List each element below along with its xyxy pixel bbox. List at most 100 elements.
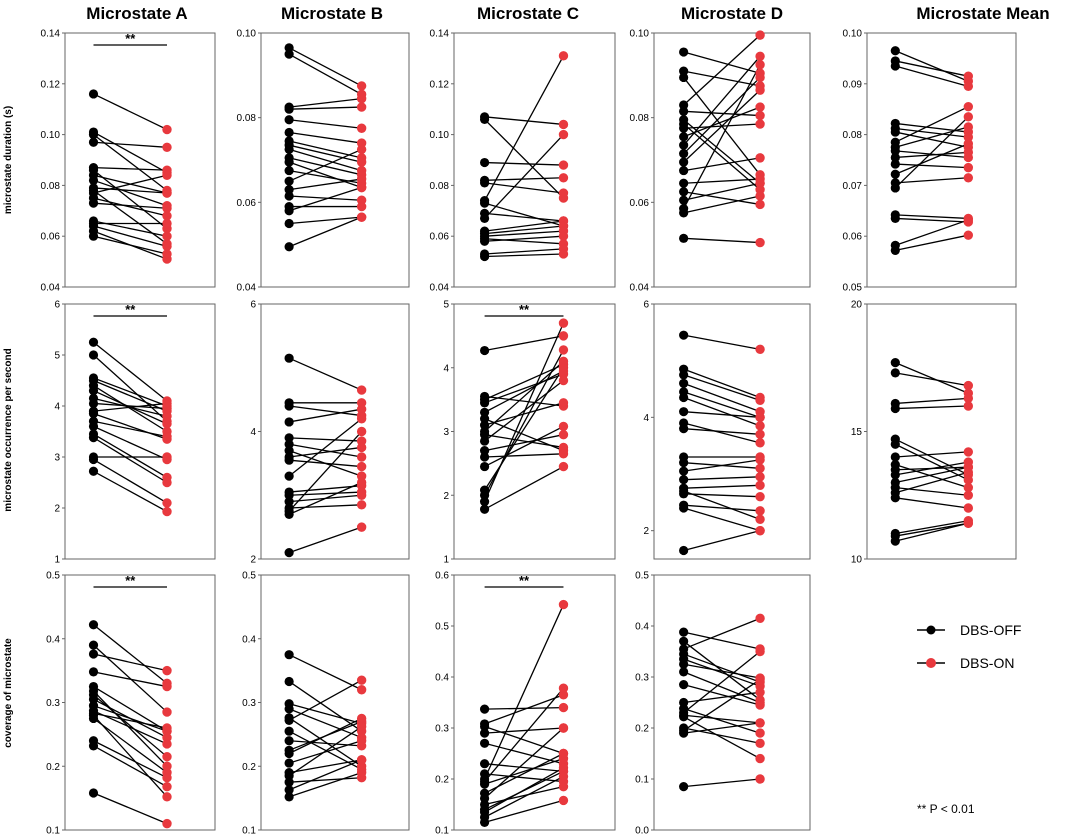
point-dbs-off [284,104,294,114]
pair-line [683,658,761,687]
point-dbs-off [890,358,900,368]
ylabel-duration: microstate duration (s) [3,106,14,214]
pair-line [288,186,362,212]
point-dbs-on [755,455,765,465]
y-tick-label: 0.2 [46,762,60,773]
point-dbs-on [755,514,765,525]
pair-line [683,716,761,760]
point-dbs-off [679,132,689,142]
point-dbs-on [963,401,974,411]
point-dbs-off [88,398,99,409]
point-dbs-off [679,157,689,167]
pair-line [683,70,761,87]
pair-line [289,491,362,496]
point-dbs-on [558,188,569,198]
pair-line [93,187,168,194]
pair-line [288,148,362,182]
point-dbs-off [479,779,490,789]
point-dbs-off [88,89,99,99]
point-dbs-off [284,748,294,759]
pair-line [683,51,761,74]
point-dbs-on [162,188,172,198]
ylabel-occurrence: microstate occurrence per second [3,348,14,511]
pair-line [895,65,969,87]
pair-line [93,624,168,684]
pair-line [683,34,761,106]
y-tick-label: 4 [54,402,60,413]
point-dbs-off [284,785,294,795]
panel-frame [453,303,616,560]
pair-line [484,363,564,401]
point-dbs-off [679,187,689,197]
pair-line [484,370,564,413]
point-dbs-off [284,446,294,456]
pair-line [683,422,761,444]
point-dbs-off [679,47,689,57]
pair-line [683,476,761,481]
y-tick-label: 0.3 [46,698,60,709]
point-dbs-off [479,704,490,714]
point-dbs-off [890,159,900,169]
pair-line [93,425,168,461]
point-dbs-on [356,755,367,765]
point-dbs-off [88,386,99,396]
point-dbs-off [679,458,689,468]
y-tick-label: 2 [250,555,256,566]
pair-line [93,653,168,672]
point-dbs-off [88,466,99,476]
pair-line [484,220,564,232]
pair-line [288,730,362,771]
panel-r0-c1: 0.04 0.06 0.08 0.10 [237,29,410,294]
pair-line [93,169,168,230]
point-dbs-on [558,231,569,241]
point-dbs-off [679,100,689,110]
pair-line [288,53,362,95]
point-dbs-off [679,378,689,388]
pair-line [289,216,362,225]
pair-line [895,451,969,458]
y-tick-label: 0.5 [635,571,649,582]
point-dbs-off [679,106,689,116]
point-dbs-off [88,620,99,630]
pair-line [484,425,564,468]
point-dbs-off [284,455,294,465]
significance-marker: ** [125,302,136,317]
pair-line [484,694,564,725]
point-dbs-on [558,173,569,183]
point-dbs-on [963,112,974,122]
point-dbs-off [679,680,689,690]
pair-line [484,687,564,782]
point-dbs-on [558,119,569,130]
pair-line [683,484,761,489]
point-dbs-on [356,500,367,510]
y-tick-label: 0.3 [435,724,449,735]
point-dbs-on [356,144,367,155]
point-dbs-off [479,504,490,514]
pair-line [895,362,969,394]
point-dbs-off [479,452,490,462]
y-tick-label: 2 [443,491,449,502]
pair-line [895,151,969,159]
significance-marker: ** [125,573,136,588]
y-tick-label: 0.09 [843,79,863,90]
pair-line [484,116,564,126]
panel-r0-c4: 0.05 0.06 0.07 0.08 0.09 0.10 [843,29,1017,294]
pair-line [484,727,564,734]
pair-line [683,507,761,532]
pair-line [683,178,761,184]
y-tick-label: 5 [443,300,449,311]
pair-line [484,775,564,818]
point-dbs-on [558,683,569,693]
pair-line [289,119,362,129]
pair-line [93,705,168,732]
point-dbs-off [679,667,689,677]
point-dbs-off [479,738,490,748]
pair-line [289,759,362,774]
y-tick-label: 0.08 [630,113,650,124]
panel-frame [64,32,216,288]
pair-line [683,459,761,472]
y-tick-label: 0.05 [843,283,863,294]
pair-line [289,97,362,108]
point-dbs-off [890,183,900,193]
pair-line [289,443,362,458]
